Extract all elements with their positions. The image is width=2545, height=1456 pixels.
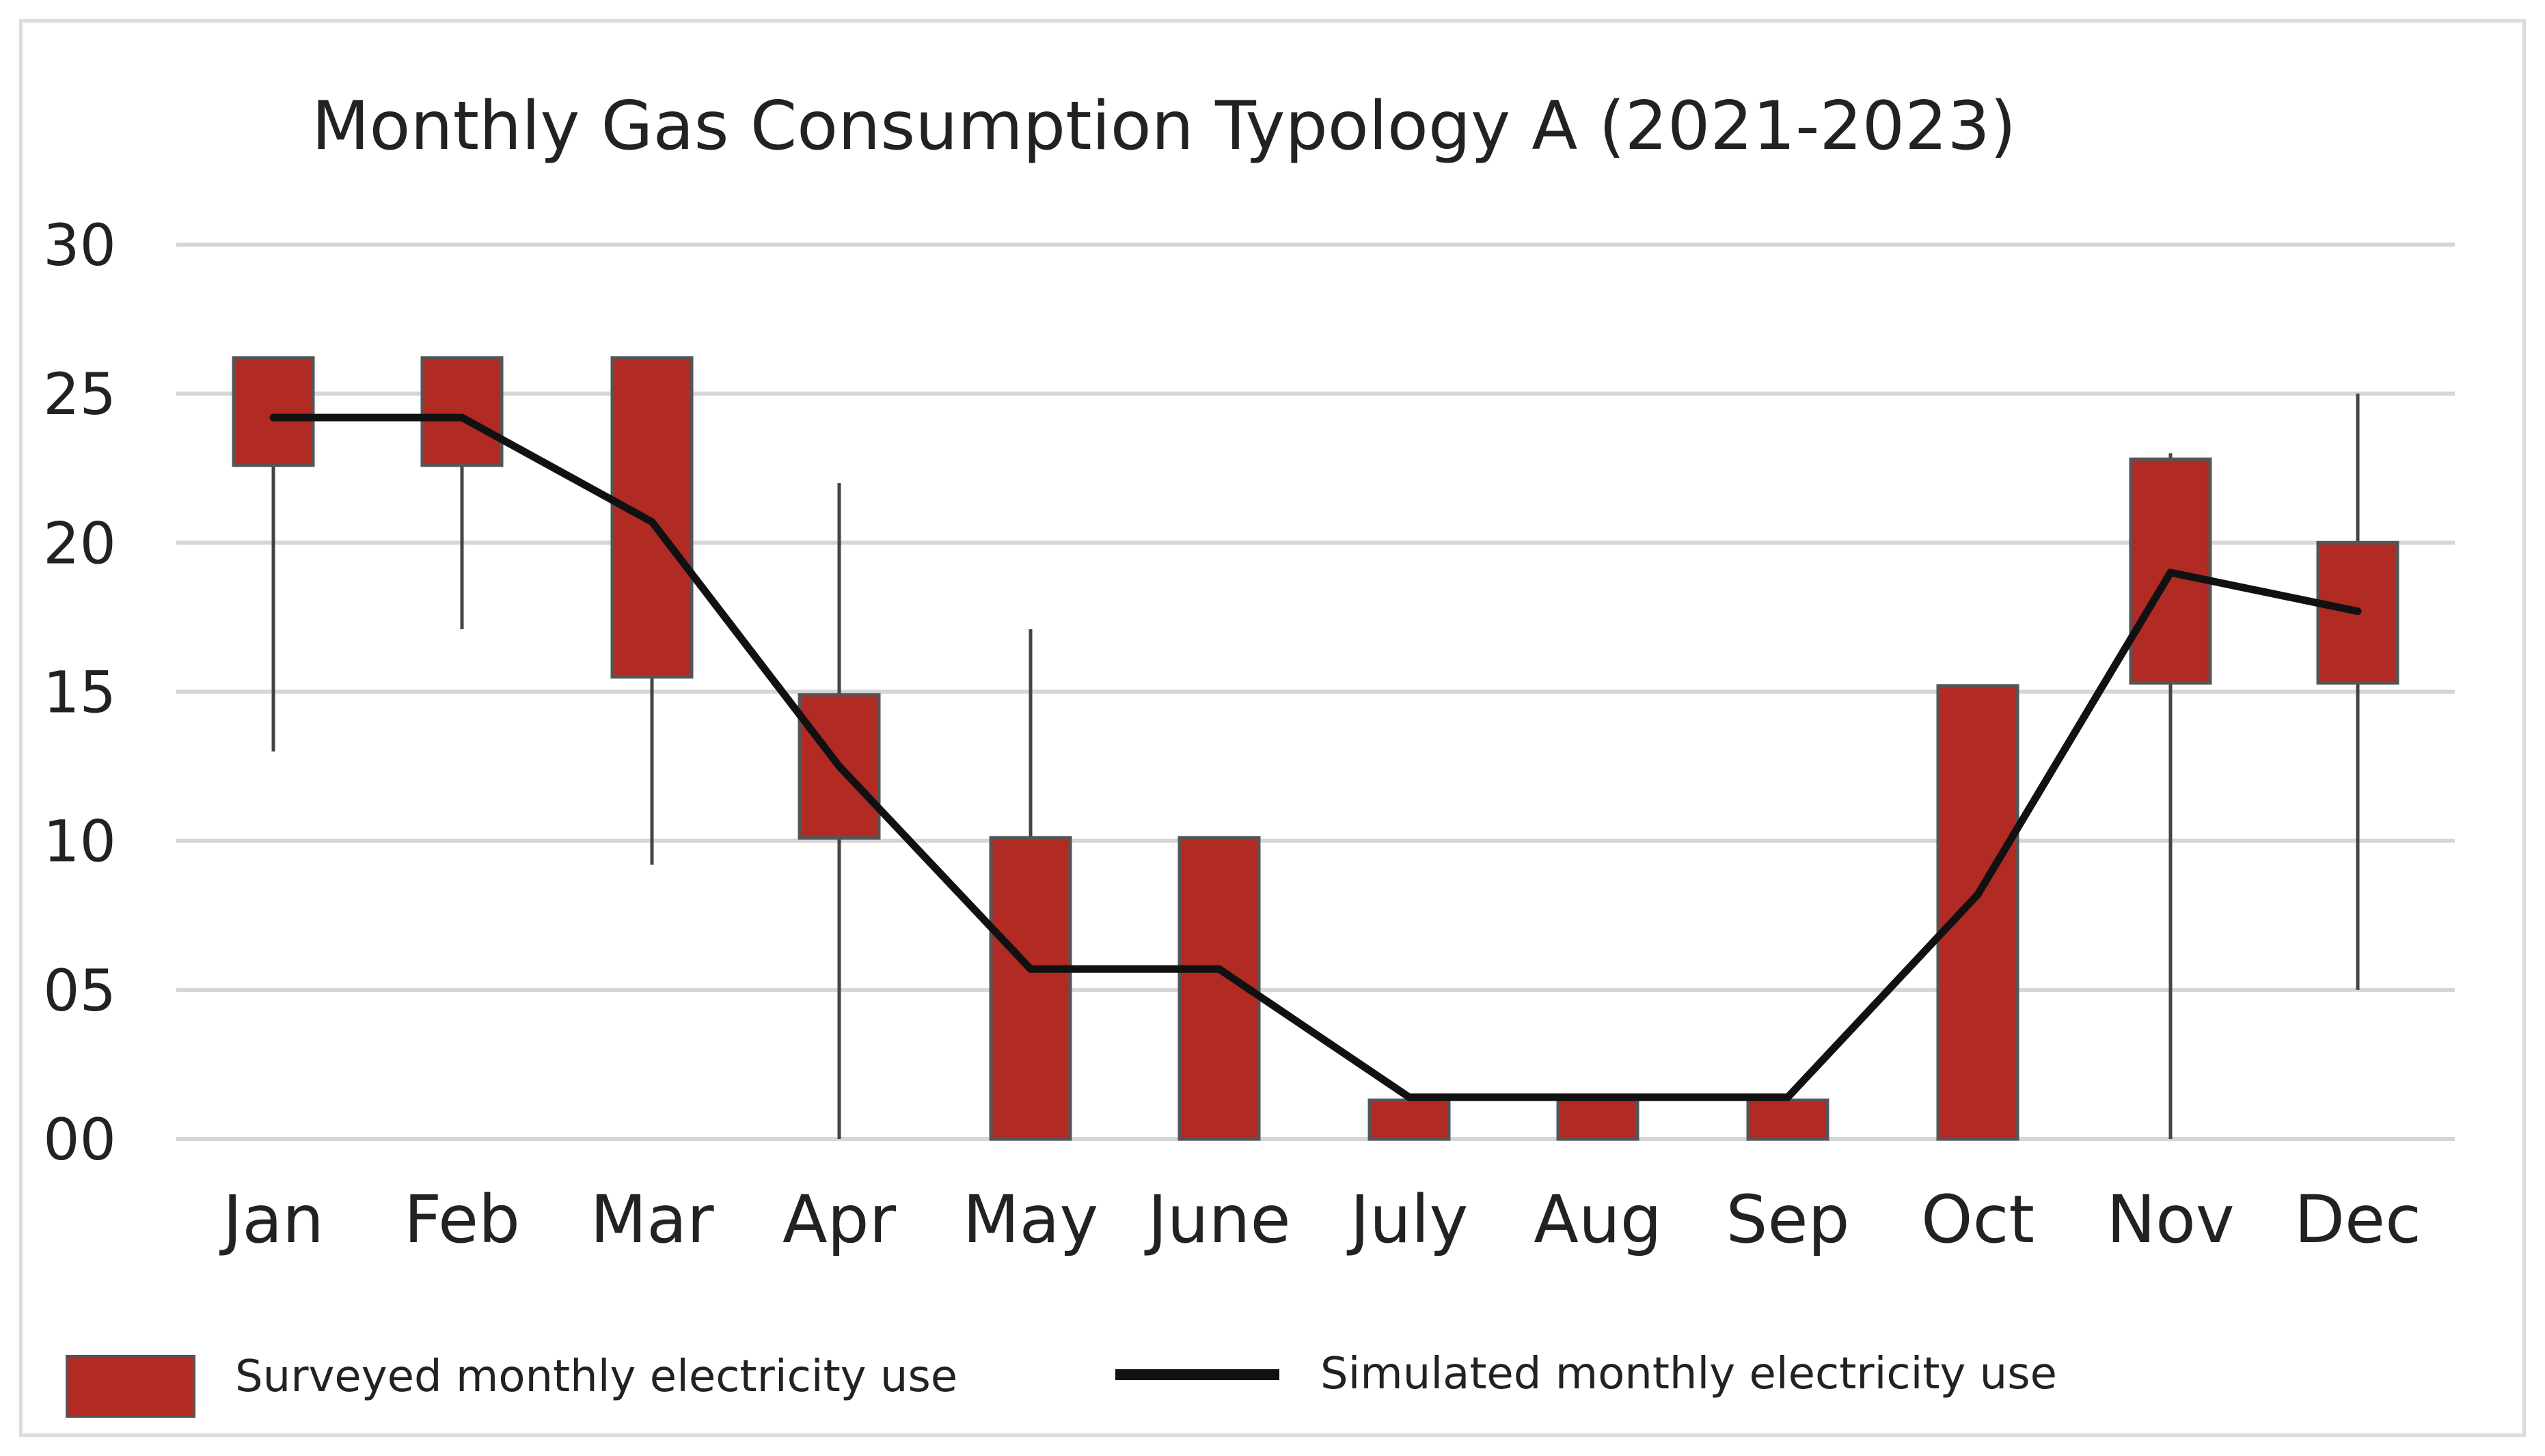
box xyxy=(1746,1098,1829,1141)
x-tick-label: Feb xyxy=(404,1181,520,1258)
x-tick-label: Nov xyxy=(2106,1181,2234,1258)
x-tick-label: Dec xyxy=(2294,1181,2421,1258)
simulated-point xyxy=(1408,1096,1410,1098)
box xyxy=(1556,1098,1639,1141)
whiskers xyxy=(271,357,2360,1139)
box xyxy=(989,836,1072,1141)
y-tick-label: 10 xyxy=(43,808,116,875)
x-tick-label: Mar xyxy=(590,1181,714,1258)
box xyxy=(1367,1098,1451,1141)
x-tick-label: Aug xyxy=(1534,1181,1661,1258)
x-tick-label: Oct xyxy=(1921,1181,2034,1258)
legend-label-surveyed: Surveyed monthly electricity use xyxy=(235,1351,957,1402)
simulated-point xyxy=(2357,610,2358,612)
box xyxy=(610,356,694,679)
simulated-point xyxy=(1977,894,1978,896)
box xyxy=(420,356,504,467)
simulated-point xyxy=(1219,968,1220,970)
simulated-point xyxy=(1030,968,1031,970)
simulated-point xyxy=(1597,1096,1598,1098)
legend-swatch-surveyed xyxy=(66,1355,195,1418)
simulated-point xyxy=(2170,571,2171,573)
simulated-series-line xyxy=(269,413,2362,1101)
gridlines xyxy=(176,243,2455,1141)
y-tick-label: 00 xyxy=(43,1106,116,1173)
x-tick-label: Jan xyxy=(219,1181,324,1258)
boxes xyxy=(232,356,2399,1141)
x-tick-label: Apr xyxy=(782,1181,897,1258)
simulated-point xyxy=(461,417,463,419)
chart-title: Monthly Gas Consumption Typology A (2021… xyxy=(312,87,2016,165)
box xyxy=(232,356,315,467)
y-tick-label: 30 xyxy=(43,212,116,279)
y-tick-label: 25 xyxy=(43,361,116,428)
legend: Surveyed monthly electricity use Simulat… xyxy=(66,1349,2057,1418)
chart-frame xyxy=(19,19,2526,1437)
x-axis-tick-labels: Jan Feb Mar Apr May June July Aug Sep Oct Nov Dec xyxy=(219,1181,2421,1258)
x-tick-label: June xyxy=(1144,1181,1290,1258)
legend-label-simulated: Simulated monthly electricity use xyxy=(1320,1349,2057,1399)
simulated-point xyxy=(273,417,274,419)
simulated-line xyxy=(269,413,2362,1101)
simulated-point xyxy=(839,765,840,767)
x-tick-label: July xyxy=(1347,1181,1469,1258)
simulated-point xyxy=(651,521,653,523)
x-tick-label: May xyxy=(963,1181,1098,1258)
y-axis-tick-labels: 00 05 10 15 20 25 30 xyxy=(43,212,116,1173)
x-tick-label: Sep xyxy=(1726,1181,1850,1258)
y-tick-label: 15 xyxy=(43,659,116,726)
y-tick-label: 20 xyxy=(43,510,116,577)
simulated-point xyxy=(1787,1096,1788,1098)
box xyxy=(1936,684,2019,1141)
y-tick-label: 05 xyxy=(43,957,116,1024)
